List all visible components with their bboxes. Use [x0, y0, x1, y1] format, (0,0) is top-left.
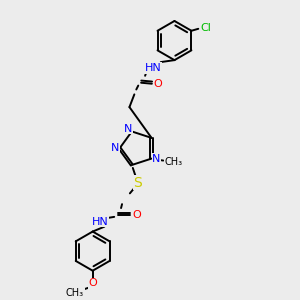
Text: N: N: [124, 124, 132, 134]
Text: CH₃: CH₃: [164, 157, 182, 166]
Text: O: O: [154, 79, 162, 88]
Text: Cl: Cl: [201, 23, 212, 33]
Text: S: S: [133, 176, 142, 190]
Text: N: N: [111, 143, 119, 153]
Text: CH₃: CH₃: [66, 288, 84, 298]
Text: HN: HN: [92, 217, 109, 227]
Text: N: N: [152, 154, 160, 164]
Text: O: O: [132, 210, 141, 220]
Text: HN: HN: [145, 63, 161, 73]
Text: O: O: [88, 278, 97, 288]
